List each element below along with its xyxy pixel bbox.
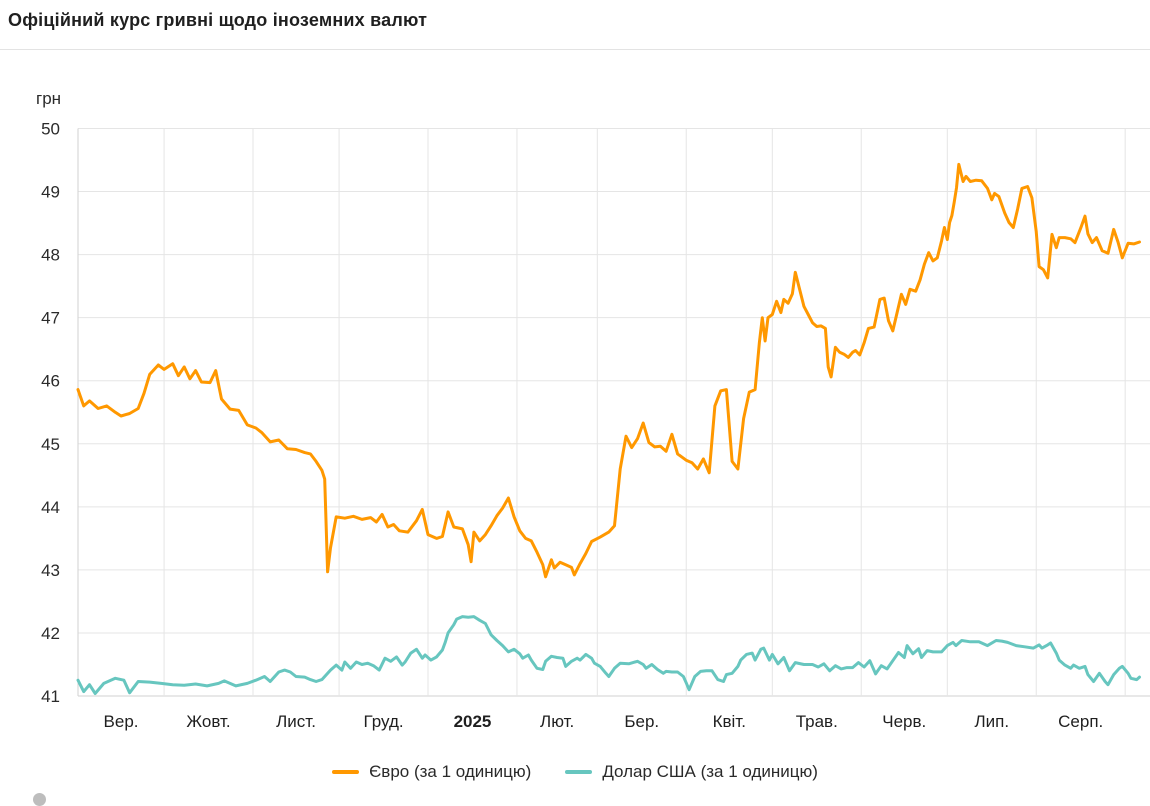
y-axis-unit-label: грн bbox=[36, 89, 62, 108]
y-tick-label: 49 bbox=[41, 183, 60, 202]
legend-item-euro[interactable]: Євро (за 1 одиницю) bbox=[332, 762, 531, 782]
x-month-label: Вер. bbox=[104, 712, 139, 731]
page-title: Офіційний курс гривні щодо іноземних вал… bbox=[8, 10, 428, 30]
x-month-label: Лют. bbox=[540, 712, 574, 731]
x-month-label: 2025 bbox=[454, 712, 492, 731]
y-tick-label: 42 bbox=[41, 624, 60, 643]
usd-line-swatch-icon bbox=[565, 770, 593, 774]
x-month-label: Жовт. bbox=[186, 712, 230, 731]
x-month-label: Лип. bbox=[974, 712, 1009, 731]
y-tick-label: 47 bbox=[41, 309, 60, 328]
euro-line-swatch-icon bbox=[332, 770, 360, 774]
y-tick-label: 50 bbox=[41, 120, 60, 139]
x-month-label: Серп. bbox=[1058, 712, 1103, 731]
usd-line[interactable] bbox=[76, 615, 1141, 695]
x-month-label: Черв. bbox=[882, 712, 926, 731]
y-tick-label: 48 bbox=[41, 246, 60, 265]
title-divider bbox=[0, 49, 1150, 50]
x-month-label: Трав. bbox=[796, 712, 838, 731]
y-tick-label: 44 bbox=[41, 498, 60, 517]
euro-line[interactable] bbox=[76, 162, 1141, 579]
partial-circle-icon bbox=[33, 793, 46, 806]
legend-item-usd[interactable]: Долар США (за 1 одиницю) bbox=[565, 762, 818, 782]
legend-label-euro: Євро (за 1 одиницю) bbox=[369, 762, 532, 781]
y-tick-label: 46 bbox=[41, 372, 60, 391]
y-tick-label: 41 bbox=[41, 687, 60, 706]
x-month-label: Лист. bbox=[276, 712, 316, 731]
legend-label-usd: Долар США (за 1 одиницю) bbox=[602, 762, 818, 781]
x-month-label: Бер. bbox=[624, 712, 659, 731]
x-month-label: Груд. bbox=[364, 712, 404, 731]
y-tick-label: 43 bbox=[41, 561, 60, 580]
chart-legend: Євро (за 1 одиницю) Долар США (за 1 один… bbox=[0, 756, 1150, 788]
y-tick-label: 45 bbox=[41, 435, 60, 454]
x-month-label: Квіт. bbox=[713, 712, 746, 731]
